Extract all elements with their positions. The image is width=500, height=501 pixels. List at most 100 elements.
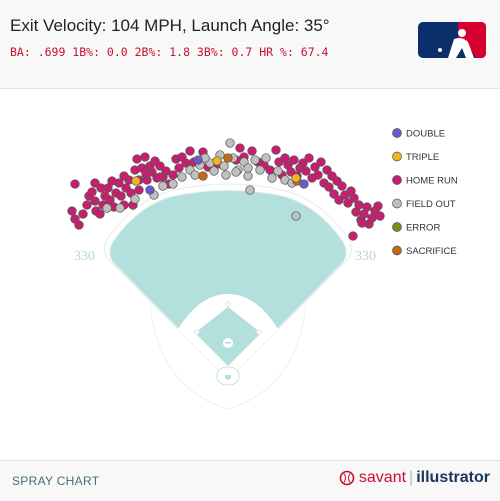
footer: SPRAY CHART savant | illustrator [0,460,500,501]
point-home-run [362,202,372,212]
point-home-run [271,145,281,155]
brand-separator: | [409,469,414,486]
point-home-run [105,195,115,205]
point-home-run [289,155,299,165]
point-field-out [291,211,301,221]
point-field-out [255,165,265,175]
mlb-logo [418,22,486,58]
point-home-run [247,146,257,156]
legend-label: SACRIFICE [406,246,457,257]
point-home-run [265,165,275,175]
point-field-out [243,163,253,173]
infield-grass [195,307,261,366]
point-home-run [155,172,165,182]
point-field-out [243,171,253,181]
point-home-run [161,166,171,176]
legend: DOUBLE TRIPLE HOME RUN FIELD OUT ERROR SACRIF… [392,128,458,257]
baseball-icon [339,470,355,486]
point-field-out [245,185,255,195]
point-double [145,185,155,195]
baseball-field: 330 330 [74,183,376,410]
point-home-run [349,193,359,203]
point-home-run [90,178,100,188]
point-double [299,179,309,189]
spray-chart: 330 330 DOUBLE TRIPLE HOME RUN FIELD OUT ERR… [67,128,458,410]
point-home-run [313,170,323,180]
foul-territory-arc [149,304,307,410]
legend-marker [392,151,402,162]
point-field-out [115,203,125,213]
point-home-run [141,169,151,179]
point-field-out [209,166,219,176]
point-field-out [250,155,260,165]
batted-ball-points [67,138,385,241]
point-home-run [140,152,150,162]
legend-item-home-run: HOME RUN [392,175,458,187]
point-home-run [298,158,308,168]
legend-label: HOME RUN [406,176,458,187]
point-field-out [219,161,229,171]
point-home-run [119,171,129,181]
point-field-out [130,194,140,204]
point-field-out [177,172,187,182]
point-field-out [102,203,112,213]
point-home-run [348,231,358,241]
point-double [193,155,203,165]
legend-label: TRIPLE [406,152,439,163]
point-home-run [343,198,353,208]
point-home-run [96,183,106,193]
brand-illustrator-text: illustrator [416,469,490,486]
legend-marker [392,245,402,256]
legend-label: FIELD OUT [406,199,456,210]
point-home-run [185,146,195,156]
point-home-run [324,182,334,192]
point-home-run [168,170,178,180]
point-field-out [221,170,231,180]
point-field-out [273,166,283,176]
point-home-run [90,196,100,206]
third-base [193,328,201,336]
legend-marker [392,175,402,185]
point-field-out [231,167,241,177]
point-home-run [74,220,84,230]
point-home-run [78,209,88,219]
point-sacrifice [223,153,233,163]
point-home-run [155,161,165,171]
legend-item-sacrifice: SACRIFICE [392,245,457,257]
pitchers-rubber [225,342,231,344]
point-home-run [304,153,314,163]
warning-track [104,183,352,260]
point-home-run [357,218,367,228]
right-field-distance: 330 [355,249,376,264]
legend-item-error: ERROR [392,222,440,234]
point-home-run [132,154,142,164]
point-field-out [168,179,178,189]
point-home-run [322,165,332,175]
point-home-run [375,211,385,221]
spray-chart-label: SPRAY CHART [12,474,100,488]
header: Exit Velocity: 104 MPH, Launch Angle: 35… [0,0,500,89]
first-base [255,328,263,336]
chart-title: Exit Velocity: 104 MPH, Launch Angle: 35… [10,16,330,35]
point-home-run [373,201,383,211]
point-home-run [87,187,97,197]
point-field-out [158,181,168,191]
point-home-run [116,191,126,201]
point-home-run [174,163,184,173]
point-home-run [337,181,347,191]
point-home-run [82,200,92,210]
legend-label: ERROR [406,223,440,234]
point-field-out [267,173,277,183]
point-triple [291,173,301,183]
point-home-run [95,209,105,219]
legend-label: DOUBLE [406,129,445,140]
legend-marker [392,222,402,232]
point-field-out [190,170,200,180]
point-home-run [70,179,80,189]
point-home-run [354,200,364,210]
point-sacrifice [198,171,208,181]
point-triple [212,156,222,166]
legend-item-double: DOUBLE [392,128,445,140]
point-home-run [235,143,245,153]
point-home-run [67,206,77,216]
